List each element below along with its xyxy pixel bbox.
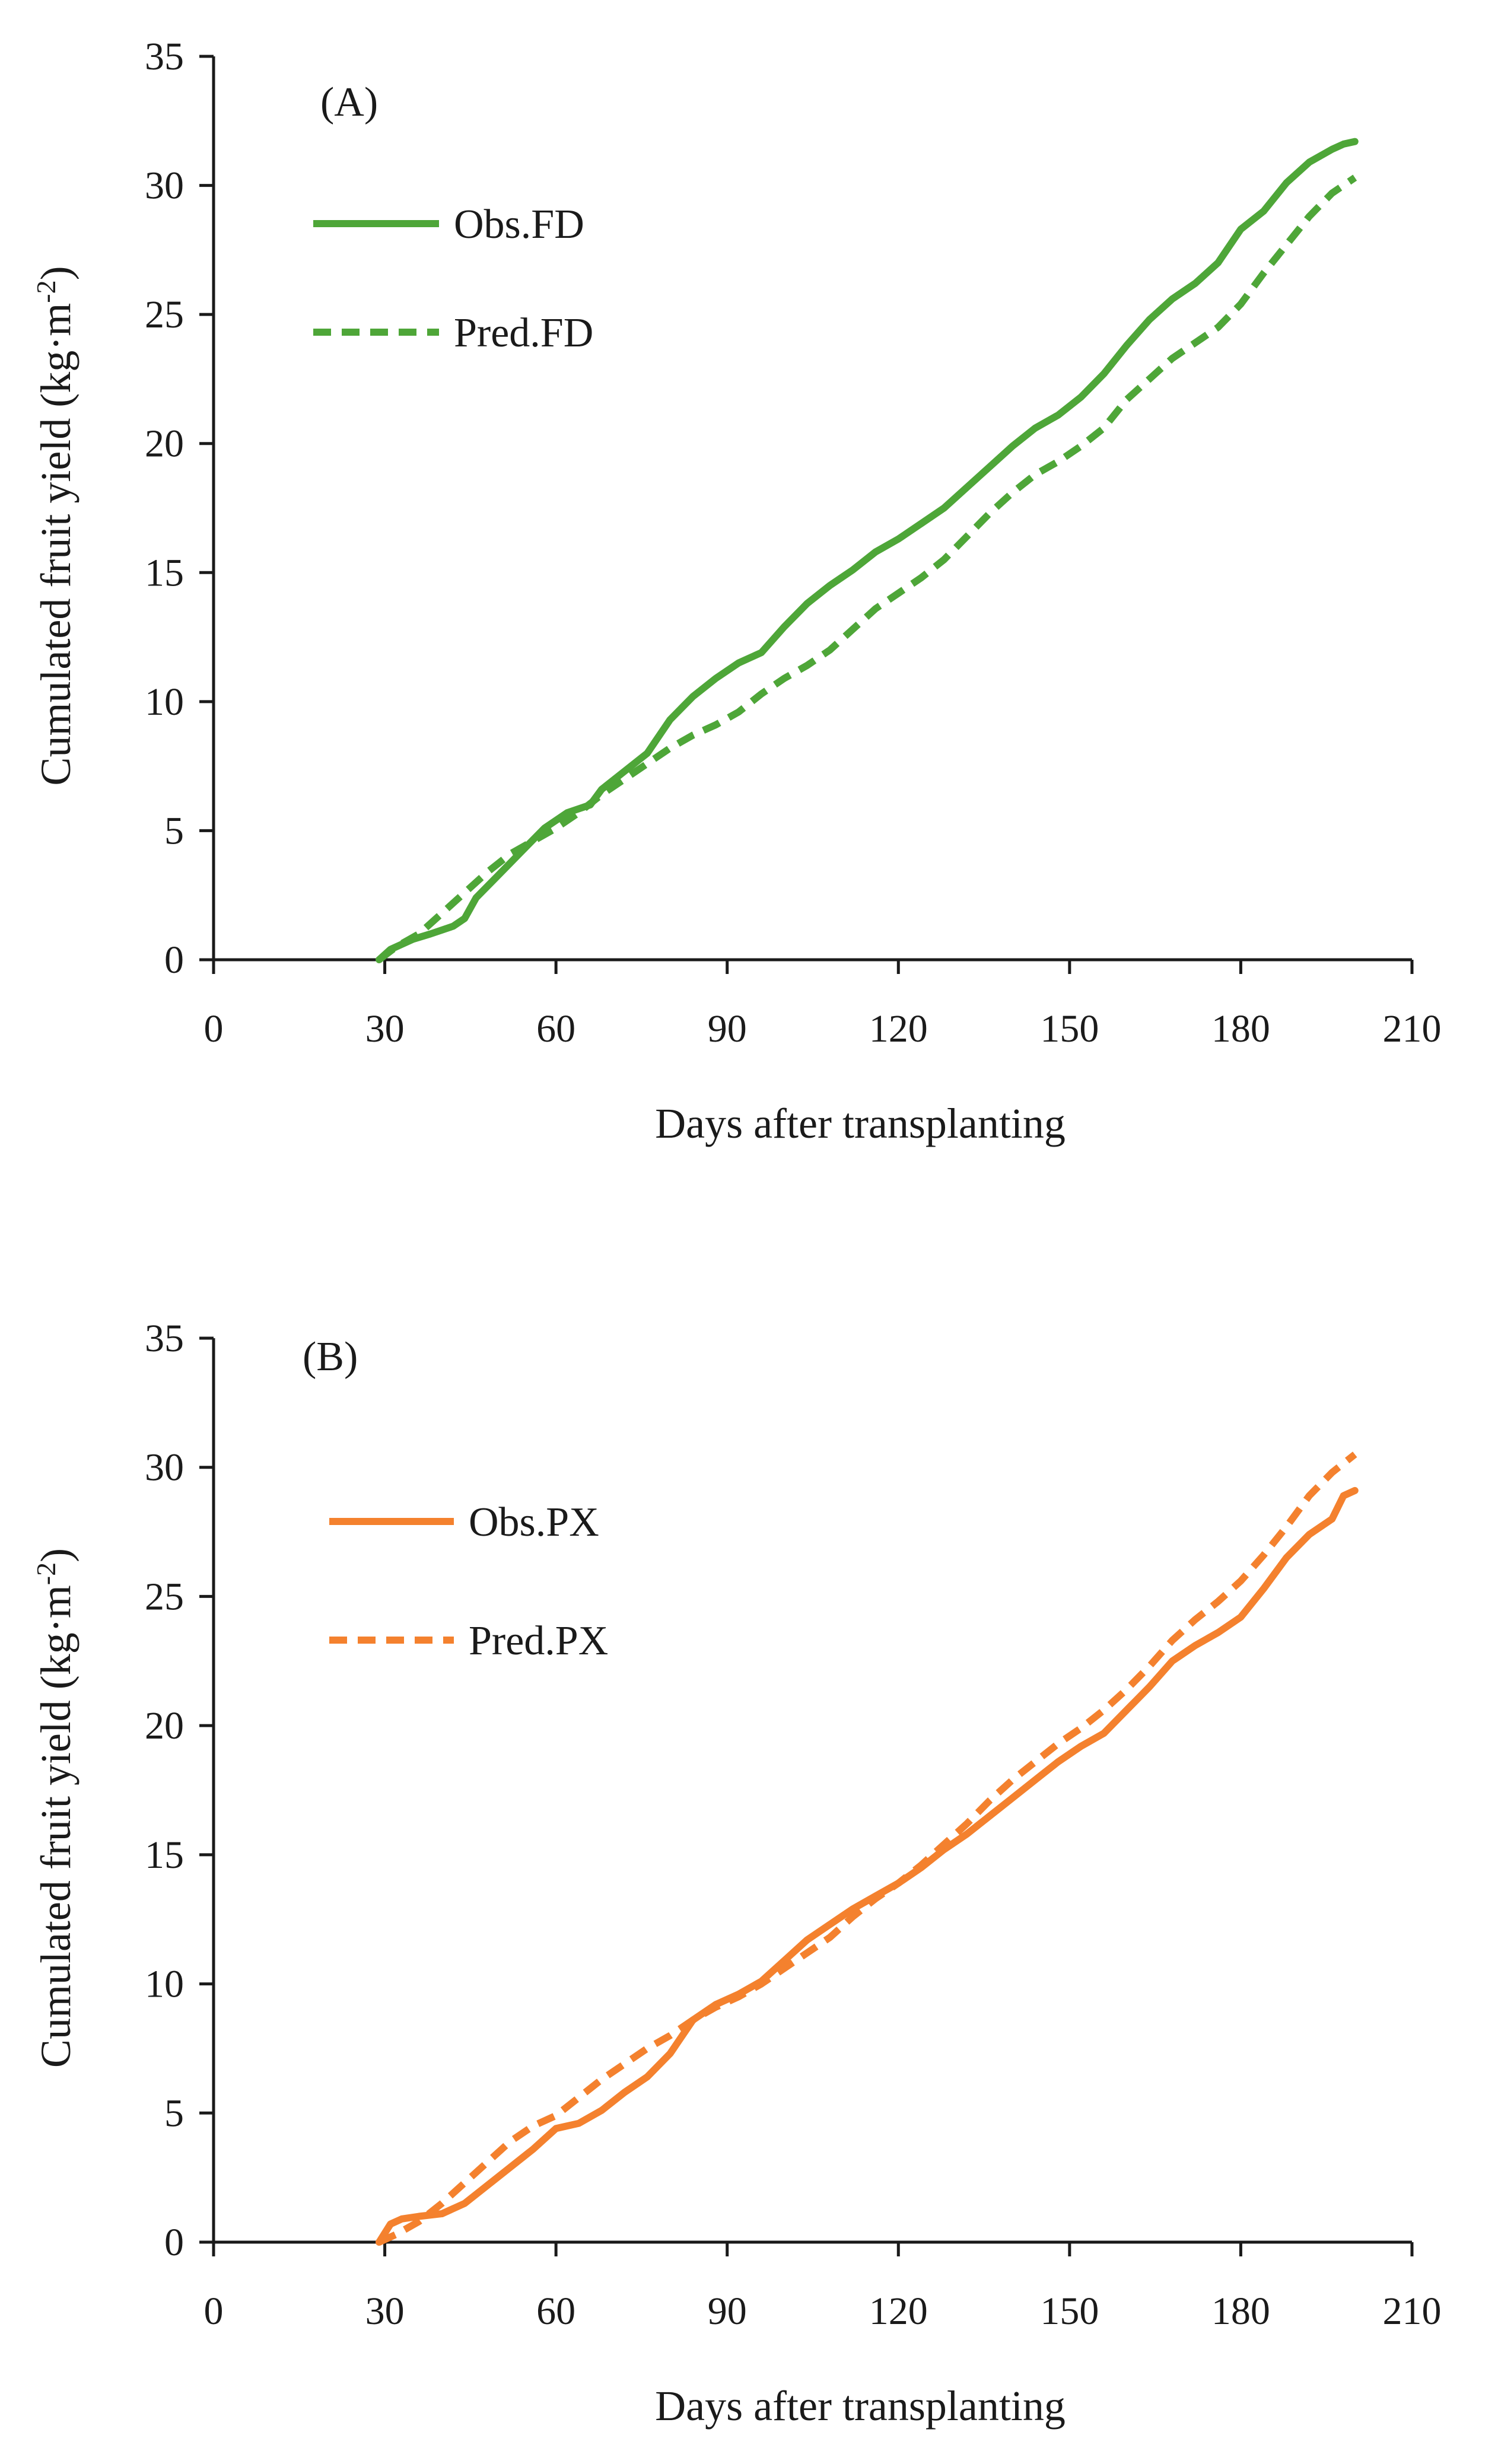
x-tick-label: 120 <box>869 1007 928 1050</box>
x-tick-label: 60 <box>536 1007 575 1050</box>
y-tick-label: 30 <box>145 164 184 208</box>
y-axis-title: Cumulated fruit yield (kg·m-2) <box>31 266 80 785</box>
y-tick-label: 15 <box>145 551 184 594</box>
x-tick-label: 30 <box>365 1007 405 1050</box>
y-tick-label: 25 <box>145 1575 184 1618</box>
y-tick-label: 0 <box>164 938 184 982</box>
y-tick-label: 15 <box>145 1833 184 1877</box>
chart-panel-b: 0 5 10 15 20 25 30 35 0 30 60 90 120 150 180 210 Days af… <box>31 1317 1442 2430</box>
y-tick-label: 5 <box>164 809 184 852</box>
x-tick-label: 210 <box>1383 1007 1442 1050</box>
panel-label: (B) <box>303 1334 358 1380</box>
legend-label: Pred.PX <box>469 1618 608 1664</box>
series-line-pred-fd <box>377 174 1357 963</box>
x-tick-label: 0 <box>204 1007 224 1050</box>
x-tick-label: 90 <box>708 1007 747 1050</box>
x-tick-label: 150 <box>1040 2290 1099 2333</box>
y-tick-label: 35 <box>145 35 184 78</box>
x-tick-label: 120 <box>869 2290 928 2333</box>
y-tick-label: 25 <box>145 293 184 336</box>
y-tick-label: 0 <box>164 2221 184 2264</box>
x-tick-label: 0 <box>204 2290 224 2333</box>
x-tick-label: 180 <box>1211 1007 1270 1050</box>
x-tick-label: 90 <box>708 2290 747 2333</box>
x-tick-label: 30 <box>365 2290 405 2333</box>
y-tick-label: 10 <box>145 1963 184 2006</box>
series-line-pred-px <box>377 1451 1357 2246</box>
series-line-obs-fd <box>376 138 1359 963</box>
y-tick-label: 30 <box>145 1446 184 1489</box>
y-tick-label: 5 <box>164 2091 184 2135</box>
x-tick-label: 60 <box>536 2290 575 2333</box>
y-tick-label: 10 <box>145 680 184 724</box>
chart-panel-a: 0 5 10 15 20 25 30 35 0 30 60 90 120 150 180 210 Days af… <box>31 35 1442 1147</box>
x-axis-title: Days after transplanting <box>655 2382 1066 2430</box>
legend-label: Pred.FD <box>454 310 593 356</box>
y-tick-label: 20 <box>145 1704 184 1747</box>
legend-label: Obs.PX <box>469 1500 599 1545</box>
y-tick-label: 35 <box>145 1317 184 1360</box>
x-tick-label: 210 <box>1383 2290 1442 2333</box>
x-tick-label: 180 <box>1211 2290 1270 2333</box>
legend-label: Obs.FD <box>454 202 584 247</box>
x-axis-title: Days after transplanting <box>655 1100 1066 1147</box>
panel-label: (A) <box>320 79 378 125</box>
x-tick-label: 150 <box>1040 1007 1099 1050</box>
y-axis-title: Cumulated fruit yield (kg·m-2) <box>31 1548 80 2068</box>
series-line-obs-px <box>376 1486 1359 2246</box>
y-tick-label: 20 <box>145 422 184 466</box>
